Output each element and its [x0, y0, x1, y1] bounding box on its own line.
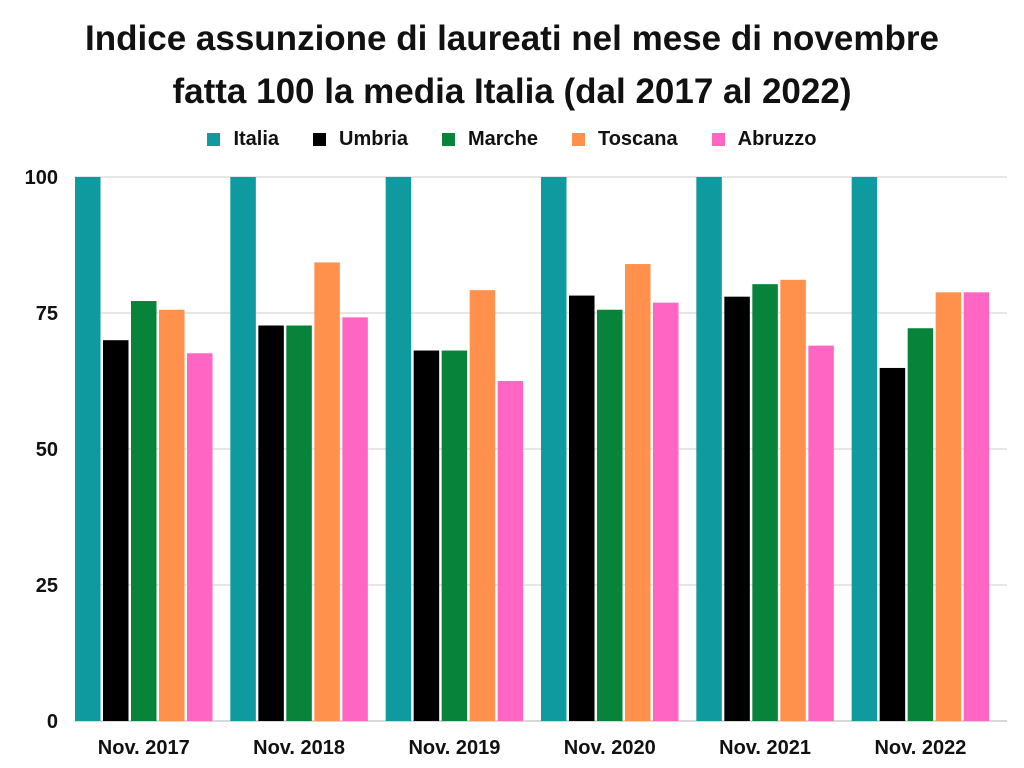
- bar-umbria-nov-2020: [569, 295, 595, 721]
- bar-marche-nov-2020: [597, 309, 623, 721]
- bar-toscana-nov-2017: [159, 309, 185, 721]
- x-tick-label-nov-2020: Nov. 2020: [564, 737, 656, 759]
- x-tick-label-nov-2019: Nov. 2019: [408, 737, 500, 759]
- bar-toscana-nov-2022: [935, 292, 962, 721]
- bar-marche-nov-2018: [286, 325, 312, 721]
- bar-italia-nov-2017: [75, 177, 101, 721]
- legend-item-toscana: Toscana: [571, 128, 678, 151]
- bar-umbria-nov-2019: [413, 350, 440, 721]
- bar-marche-nov-2019: [441, 350, 468, 721]
- y-tick-label-0: 0: [47, 711, 58, 733]
- legend-label-marche: Marche: [467, 128, 538, 150]
- bar-marche-nov-2021: [752, 284, 778, 721]
- legend-swatch-toscana: [571, 133, 585, 146]
- legend-label-abruzzo: Abruzzo: [737, 128, 817, 150]
- legend-swatch-italia: [207, 133, 221, 146]
- bar-abruzzo-nov-2020: [653, 302, 679, 721]
- legend-label-toscana: Toscana: [597, 128, 678, 150]
- bar-abruzzo-nov-2017: [187, 353, 213, 721]
- bar-abruzzo-nov-2021: [808, 345, 834, 721]
- bar-italia-nov-2021: [696, 177, 722, 721]
- legend-swatch-abruzzo: [711, 133, 725, 146]
- bar-toscana-nov-2021: [780, 279, 806, 721]
- bar-italia-nov-2019: [385, 177, 412, 721]
- legend-item-abruzzo: Abruzzo: [711, 128, 817, 151]
- bar-italia-nov-2018: [230, 177, 256, 721]
- chart-title-line-2: fatta 100 la media Italia (dal 2017 al 2…: [172, 72, 852, 111]
- y-tick-label-75: 75: [36, 303, 58, 325]
- bar-abruzzo-nov-2018: [342, 317, 368, 721]
- legend-swatch-umbria: [313, 133, 327, 146]
- bar-abruzzo-nov-2019: [497, 381, 524, 721]
- legend-label-italia: Italia: [233, 128, 280, 150]
- x-tick-label-nov-2017: Nov. 2017: [98, 737, 190, 759]
- x-tick-label-nov-2021: Nov. 2021: [719, 737, 811, 759]
- bar-italia-nov-2022: [851, 177, 878, 721]
- bar-umbria-nov-2022: [879, 367, 906, 721]
- bar-toscana-nov-2018: [314, 262, 340, 721]
- chart-legend: Italia Umbria Marche Toscana Abruzzo: [0, 128, 1024, 151]
- legend-item-italia: Italia: [207, 128, 279, 151]
- x-tick-label-nov-2018: Nov. 2018: [253, 737, 345, 759]
- y-tick-label-50: 50: [36, 439, 58, 461]
- bar-umbria-nov-2017: [103, 340, 129, 721]
- bar-abruzzo-nov-2022: [963, 292, 990, 721]
- legend-swatch-marche: [441, 133, 455, 146]
- legend-label-umbria: Umbria: [339, 128, 408, 150]
- y-tick-label-25: 25: [36, 575, 58, 597]
- legend-item-umbria: Umbria: [313, 128, 408, 151]
- bar-umbria-nov-2021: [724, 296, 750, 721]
- y-tick-label-100: 100: [25, 167, 58, 189]
- legend-item-marche: Marche: [441, 128, 538, 151]
- bar-marche-nov-2017: [131, 301, 157, 721]
- chart-title-line-1: Indice assunzione di laureati nel mese d…: [85, 19, 939, 58]
- bar-toscana-nov-2019: [469, 290, 496, 721]
- bar-toscana-nov-2020: [625, 264, 651, 721]
- bar-italia-nov-2020: [541, 177, 567, 721]
- bar-marche-nov-2022: [907, 328, 934, 721]
- x-tick-label-nov-2022: Nov. 2022: [874, 737, 966, 759]
- bar-umbria-nov-2018: [258, 325, 284, 721]
